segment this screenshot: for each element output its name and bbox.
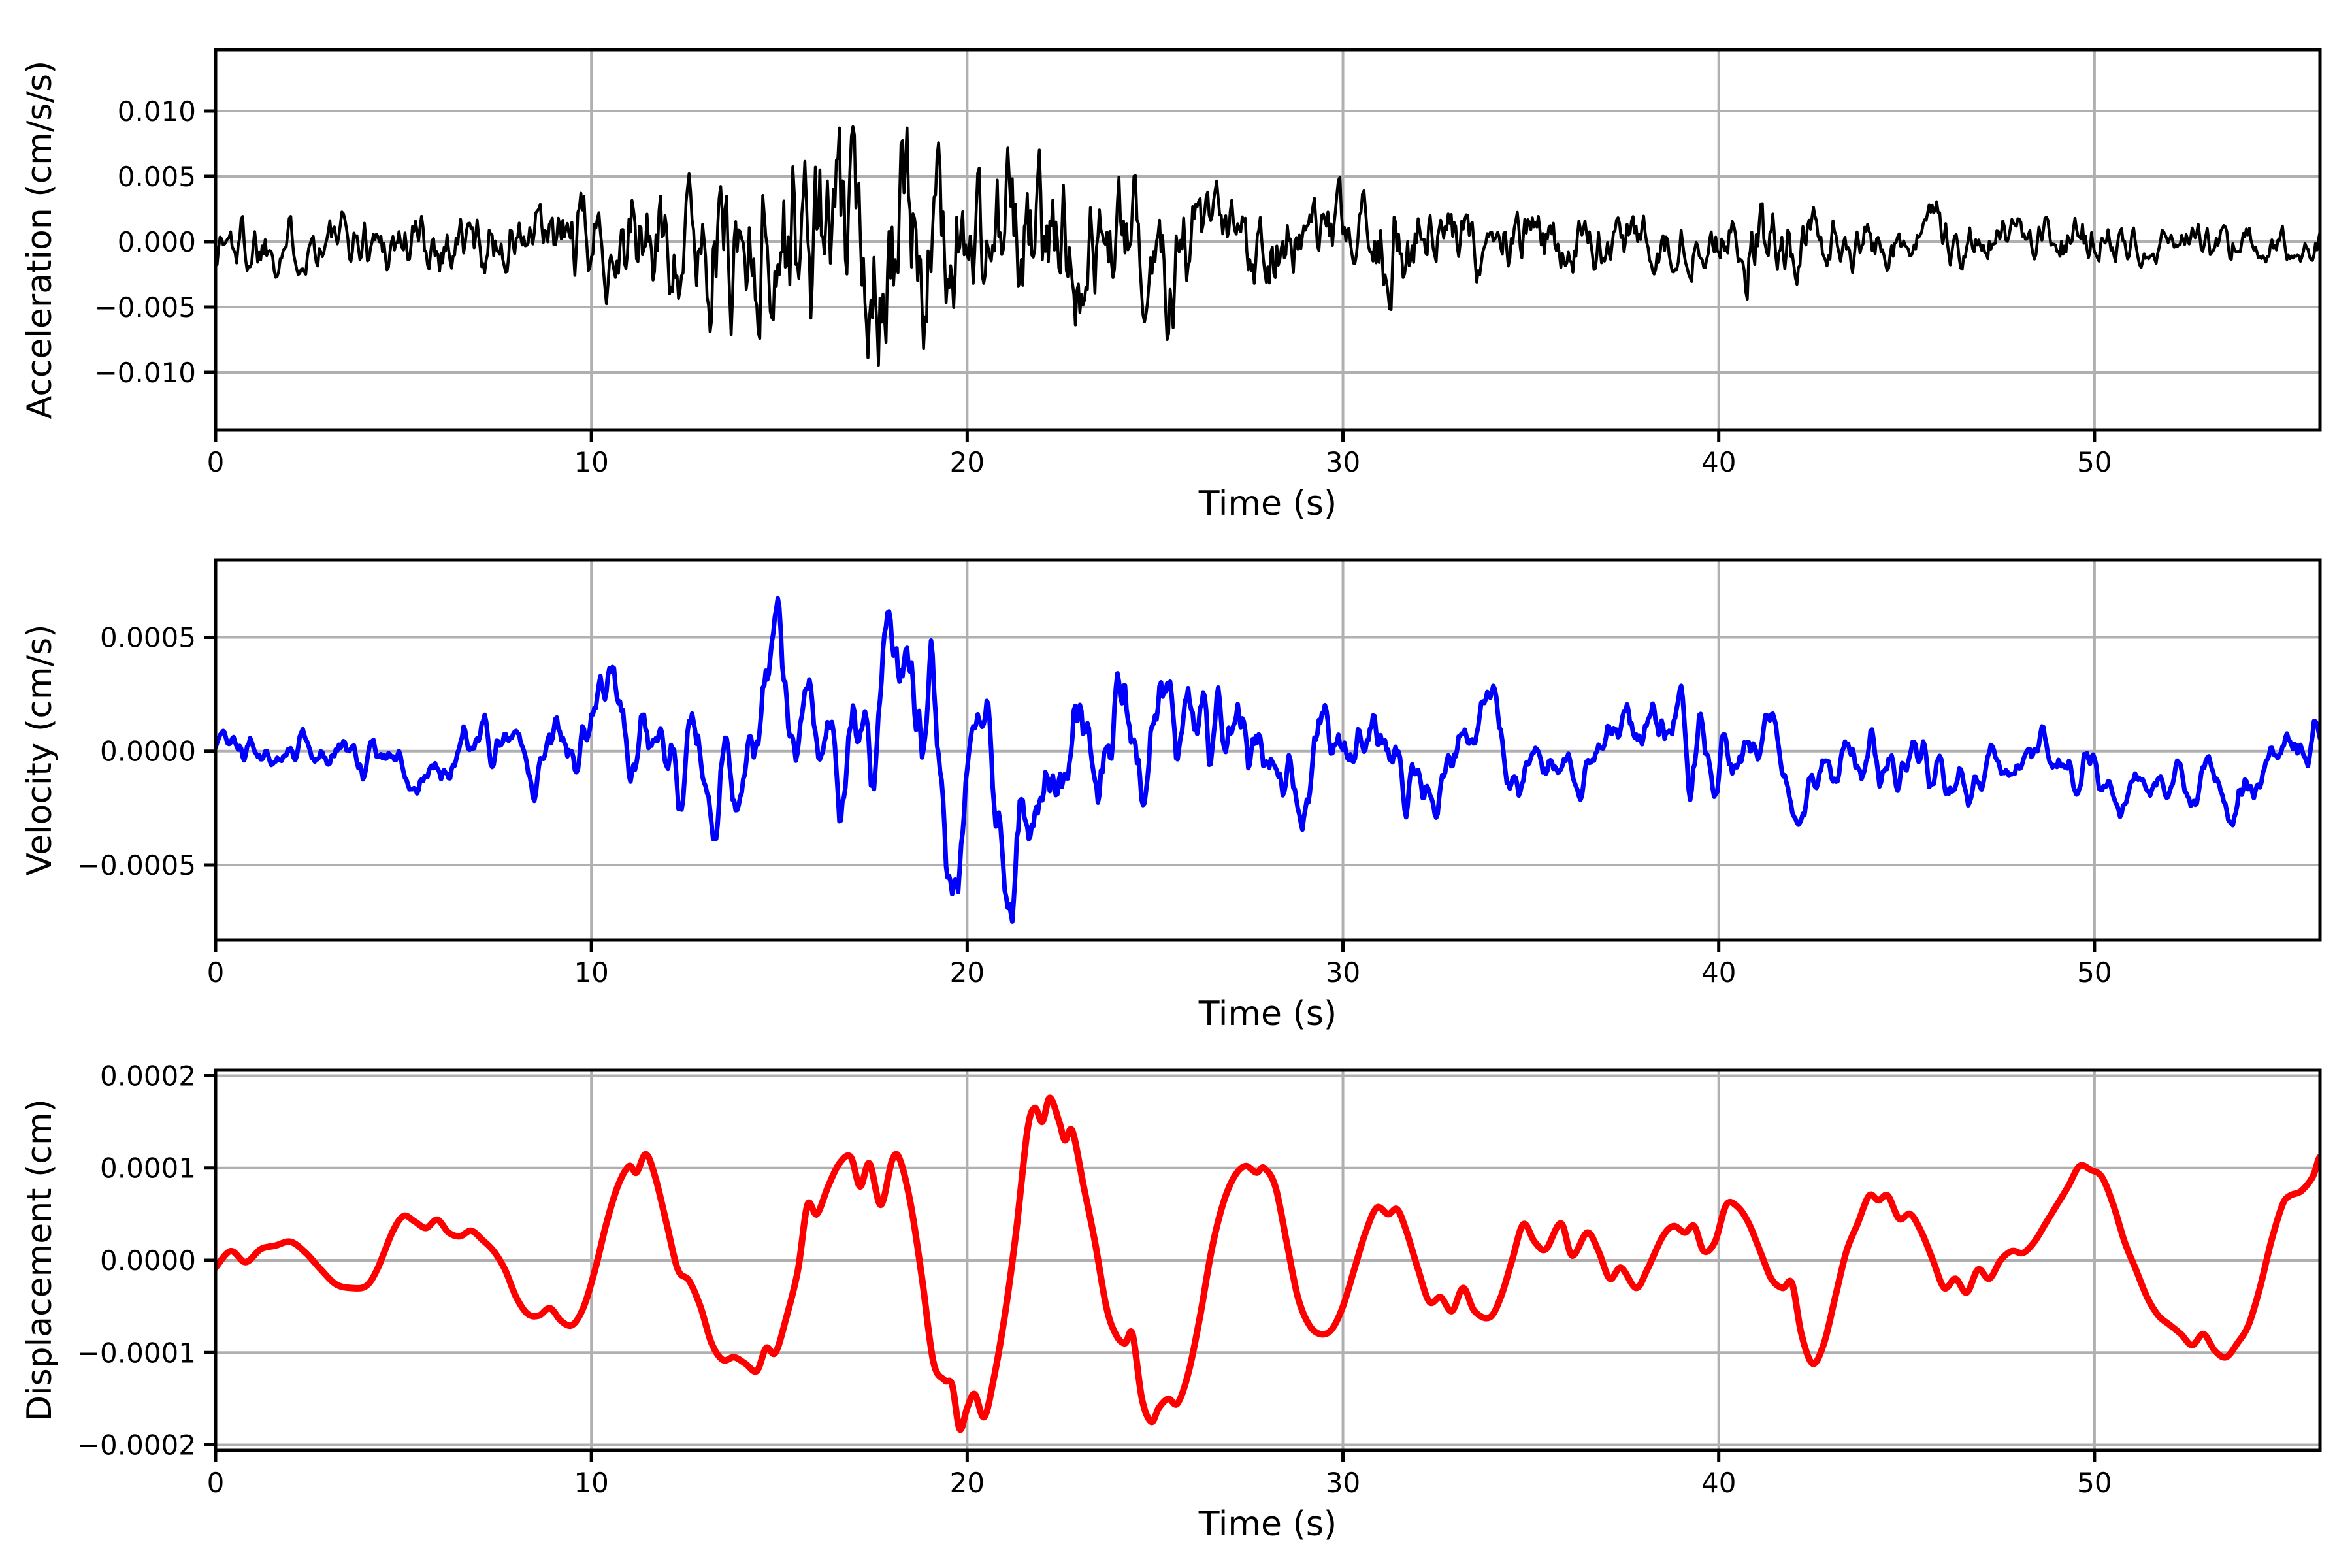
displacement-yaxis-label: Displacement (cm) — [20, 1099, 59, 1422]
x-tick-label: 30 — [1326, 1467, 1360, 1499]
y-tick-label: 0.0000 — [100, 1245, 196, 1277]
x-tick-label: 10 — [574, 956, 608, 988]
x-tick-label: 40 — [1701, 956, 1736, 988]
x-tick-label: 10 — [574, 1467, 608, 1499]
velocity-yaxis-label: Velocity (cm/s) — [20, 625, 59, 876]
displacement-xaxis-label: Time (s) — [1198, 1505, 1337, 1544]
displacement-subplot: 0 10 20 30 40 50 0.0002 0.0001 0.0000 −0.0001 −0.0… — [20, 1060, 2322, 1544]
y-tick-label: 0.0005 — [100, 621, 196, 653]
axes-spines — [214, 48, 2322, 432]
x-tick-label: 0 — [207, 1467, 225, 1499]
y-tick-label: 0.0002 — [100, 1060, 196, 1092]
y-tick-label: 0.0000 — [100, 736, 196, 768]
y-tick-label: 0.0001 — [100, 1152, 196, 1184]
x-tick-label: 20 — [950, 1467, 985, 1499]
x-tick-label: 40 — [1701, 446, 1736, 478]
y-tick-label: −0.010 — [95, 357, 196, 389]
velocity-xaxis-label: Time (s) — [1198, 994, 1337, 1034]
acceleration-subplot: 0 10 20 30 40 50 0.010 0.005 0.000 −0.005 −0.010 Ti… — [20, 48, 2322, 523]
y-tick-label: −0.0002 — [77, 1429, 196, 1462]
x-tick-label: 30 — [1326, 446, 1360, 478]
y-tick-label: −0.005 — [95, 291, 196, 323]
x-tick-label: 30 — [1326, 956, 1360, 988]
x-tick-label: 50 — [2077, 1467, 2112, 1499]
velocity-subplot: 0 10 20 30 40 50 0.0005 0.0000 −0.0005 Time (s) Ve… — [20, 558, 2322, 1034]
y-tick-label: 0.010 — [118, 95, 196, 127]
acceleration-xaxis-label: Time (s) — [1198, 484, 1337, 523]
x-tick-label: 20 — [950, 956, 985, 988]
acceleration-yaxis-label: Acceleration (cm/s/s) — [20, 61, 59, 419]
x-tick-label: 20 — [950, 446, 985, 478]
x-tick-label: 50 — [2077, 446, 2112, 478]
y-tick-label: 0.000 — [118, 226, 196, 258]
x-tick-label: 40 — [1701, 1467, 1736, 1499]
y-tick-label: −0.0001 — [77, 1337, 196, 1369]
velocity-line — [216, 596, 2320, 924]
y-tick-label: −0.0005 — [77, 849, 196, 881]
x-tick-label: 0 — [207, 956, 225, 988]
acceleration-line — [216, 125, 2320, 367]
x-tick-label: 10 — [574, 446, 608, 478]
y-tick-label: 0.005 — [118, 161, 196, 193]
x-tick-label: 0 — [207, 446, 225, 478]
displacement-line — [216, 1094, 2320, 1433]
x-tick-label: 50 — [2077, 956, 2112, 988]
